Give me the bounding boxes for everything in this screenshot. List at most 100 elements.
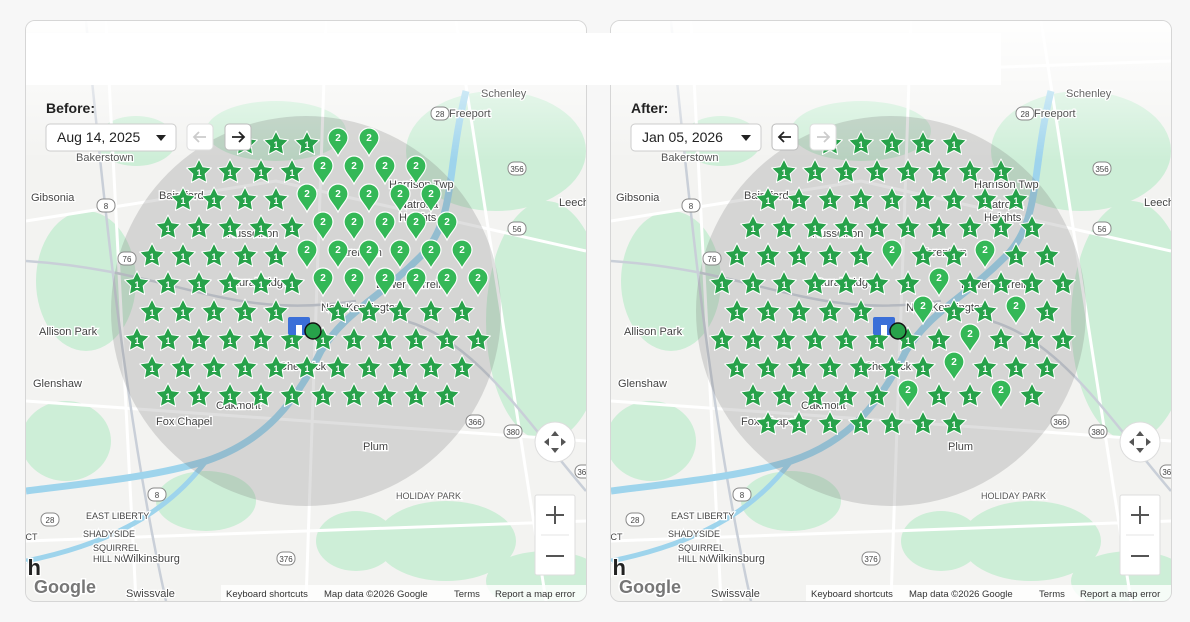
star-marker[interactable] [957, 270, 983, 295]
star-marker[interactable] [972, 298, 998, 323]
date-select[interactable] [45, 123, 177, 152]
attribution-link[interactable]: Keyboard shortcuts [226, 589, 308, 600]
pin-marker[interactable] [358, 127, 380, 158]
pin-marker[interactable] [343, 267, 365, 298]
star-marker[interactable] [155, 326, 181, 351]
star-marker[interactable] [217, 326, 243, 351]
star-marker[interactable] [279, 158, 305, 183]
star-marker[interactable] [740, 214, 766, 239]
star-marker[interactable] [356, 298, 382, 323]
pin-marker[interactable] [343, 211, 365, 242]
pin-marker[interactable] [990, 379, 1012, 410]
star-marker[interactable] [201, 354, 227, 379]
star-marker[interactable] [263, 242, 289, 267]
star-marker[interactable] [232, 354, 258, 379]
star-marker[interactable] [802, 214, 828, 239]
star-marker[interactable] [895, 158, 921, 183]
star-marker[interactable] [186, 270, 212, 295]
star-marker[interactable] [263, 298, 289, 323]
star-marker[interactable] [387, 354, 413, 379]
star-marker[interactable] [941, 130, 967, 155]
star-marker[interactable] [248, 158, 274, 183]
star-marker[interactable] [848, 298, 874, 323]
star-marker[interactable] [325, 298, 351, 323]
star-marker[interactable] [387, 298, 413, 323]
star-marker[interactable] [755, 186, 781, 211]
star-marker[interactable] [864, 214, 890, 239]
star-marker[interactable] [848, 410, 874, 435]
star-marker[interactable] [740, 382, 766, 407]
star-marker[interactable] [755, 298, 781, 323]
star-marker[interactable] [434, 382, 460, 407]
star-marker[interactable] [771, 382, 797, 407]
star-marker[interactable] [926, 326, 952, 351]
star-marker[interactable] [786, 186, 812, 211]
star-marker[interactable] [895, 214, 921, 239]
pin-marker[interactable] [358, 183, 380, 214]
star-marker[interactable] [248, 214, 274, 239]
star-marker[interactable] [755, 354, 781, 379]
star-marker[interactable] [740, 326, 766, 351]
pin-marker[interactable] [974, 239, 996, 270]
pin-marker[interactable] [327, 127, 349, 158]
attribution-link[interactable]: Report a map error [1080, 589, 1160, 600]
star-marker[interactable] [217, 214, 243, 239]
star-marker[interactable] [279, 214, 305, 239]
star-marker[interactable] [124, 326, 150, 351]
zoom-in[interactable] [1131, 506, 1149, 524]
star-marker[interactable] [817, 298, 843, 323]
star-marker[interactable] [139, 354, 165, 379]
star-marker[interactable] [263, 354, 289, 379]
pin-marker[interactable] [451, 239, 473, 270]
star-marker[interactable] [771, 214, 797, 239]
star-marker[interactable] [817, 186, 843, 211]
star-marker[interactable] [755, 410, 781, 435]
star-marker[interactable] [1019, 382, 1045, 407]
star-marker[interactable] [833, 270, 859, 295]
star-marker[interactable] [988, 326, 1014, 351]
fullscreen-button[interactable] [534, 421, 576, 463]
star-marker[interactable] [817, 410, 843, 435]
star-marker[interactable] [201, 242, 227, 267]
pin-marker[interactable] [312, 267, 334, 298]
star-marker[interactable] [802, 326, 828, 351]
star-marker[interactable] [170, 186, 196, 211]
pin-marker[interactable] [312, 155, 334, 186]
star-marker[interactable] [833, 326, 859, 351]
star-marker[interactable] [755, 242, 781, 267]
fullscreen-button[interactable] [1119, 421, 1161, 463]
star-marker[interactable] [709, 326, 735, 351]
star-marker[interactable] [910, 242, 936, 267]
star-marker[interactable] [232, 186, 258, 211]
star-marker[interactable] [1003, 186, 1029, 211]
pin-marker[interactable] [358, 239, 380, 270]
star-marker[interactable] [248, 326, 274, 351]
pin-marker[interactable] [296, 183, 318, 214]
pin-marker[interactable] [327, 183, 349, 214]
pin-marker[interactable] [467, 267, 489, 298]
pin-marker[interactable] [436, 267, 458, 298]
star-marker[interactable] [449, 298, 475, 323]
star-marker[interactable] [910, 354, 936, 379]
star-marker[interactable] [988, 158, 1014, 183]
star-marker[interactable] [910, 130, 936, 155]
star-marker[interactable] [864, 326, 890, 351]
star-marker[interactable] [1050, 270, 1076, 295]
star-marker[interactable] [771, 326, 797, 351]
star-marker[interactable] [217, 270, 243, 295]
star-marker[interactable] [294, 130, 320, 155]
star-marker[interactable] [786, 298, 812, 323]
pin-marker[interactable] [374, 267, 396, 298]
star-marker[interactable] [957, 382, 983, 407]
star-marker[interactable] [926, 382, 952, 407]
star-marker[interactable] [325, 354, 351, 379]
pin-marker[interactable] [405, 155, 427, 186]
pin-marker[interactable] [943, 351, 965, 382]
star-marker[interactable] [155, 270, 181, 295]
zoom-in[interactable] [546, 506, 564, 524]
star-marker[interactable] [709, 270, 735, 295]
star-marker[interactable] [372, 382, 398, 407]
date-select[interactable] [630, 123, 762, 152]
star-marker[interactable] [294, 354, 320, 379]
star-marker[interactable] [1019, 326, 1045, 351]
